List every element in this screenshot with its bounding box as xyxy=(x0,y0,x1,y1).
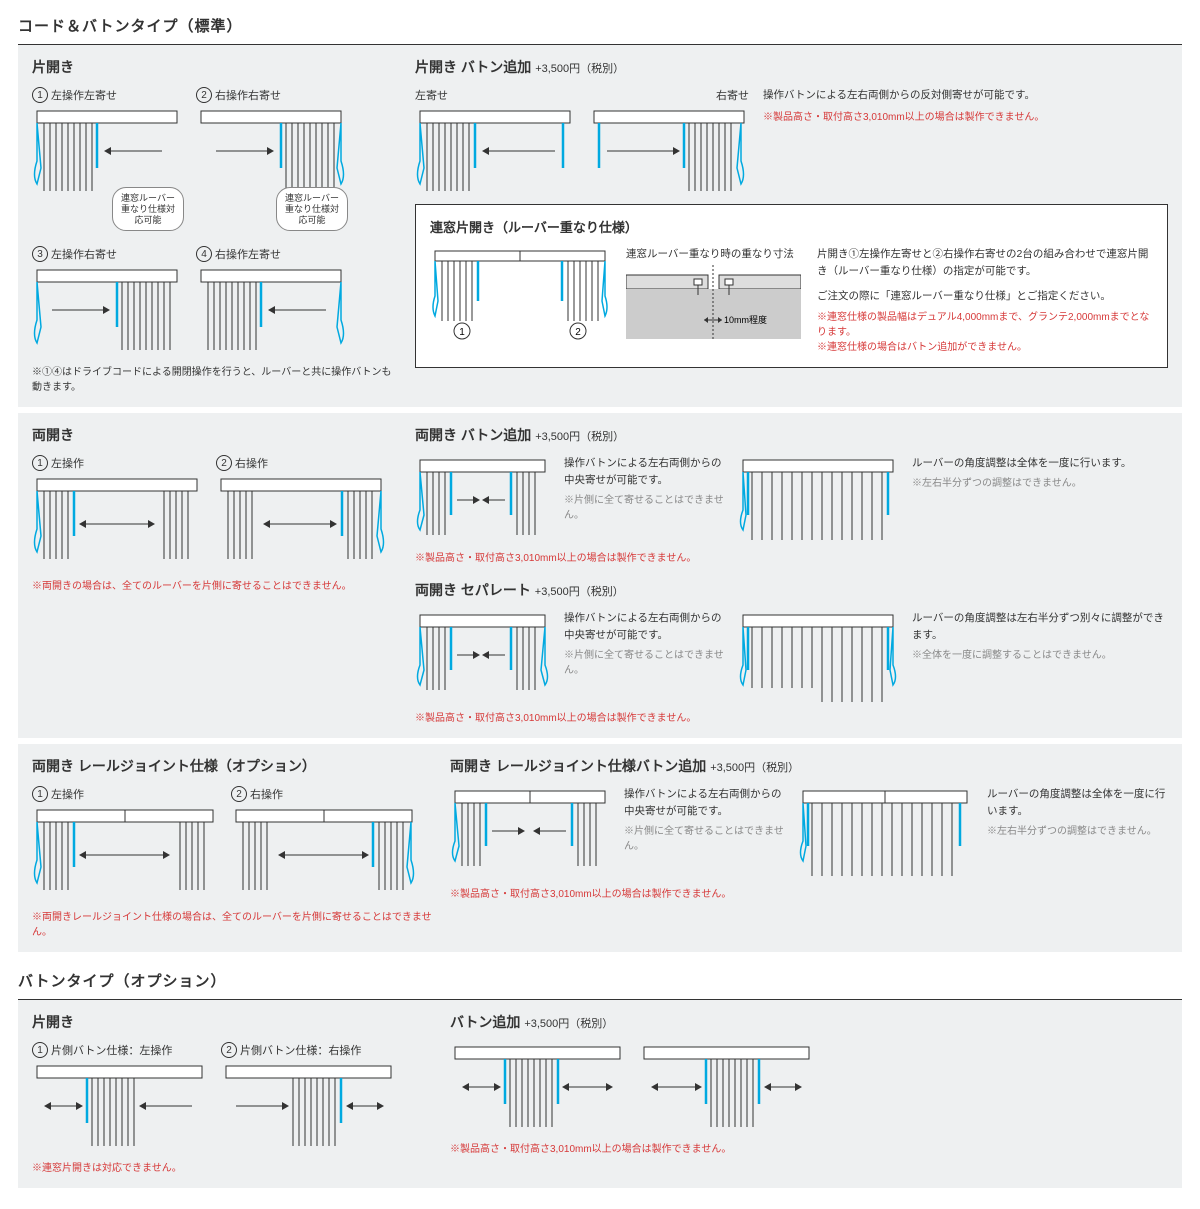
diagram-4 xyxy=(196,265,346,355)
diagram-s2-2 xyxy=(216,474,386,569)
diagram-r1 xyxy=(415,106,575,196)
diagram-s2-1 xyxy=(32,474,202,569)
diagram-s4-2 xyxy=(221,1061,396,1151)
diagram-s4-r2 xyxy=(639,1042,814,1132)
diagram-s3-rb xyxy=(798,786,973,881)
diagram-s2-r2a xyxy=(415,610,550,700)
section-railjoint: 両開き レールジョイント仕様（オプション） 1左操作 2右操作 xyxy=(18,744,1182,952)
sec1-right-title: 片開き バトン追加 +3,500円（税別） xyxy=(415,57,1168,77)
section-ryouaki: 両開き 1左操作 2右操作 xyxy=(18,413,1182,738)
inset-diagram-2: 10mm程度 xyxy=(626,265,801,345)
svg-text:10mm程度: 10mm程度 xyxy=(724,314,767,325)
diagram-s4-r1 xyxy=(450,1042,625,1132)
diagram-s2-r1a xyxy=(415,455,550,545)
sec1-left-title: 片開き xyxy=(32,57,397,77)
diagram-s3-ra xyxy=(450,786,610,876)
svg-text:2: 2 xyxy=(575,327,581,338)
inset-diagram-1: 1 2 xyxy=(430,246,610,341)
section-kataaki: 片開き 1左操作左寄せ 連窓ルーバー重なり仕様対応可能 2右操作右寄せ xyxy=(18,45,1182,407)
diagram-s2-r1b xyxy=(738,455,898,545)
inset-box: 連窓片開き（ルーバー重なり仕様） 1 2 連窓ルーバー重なり時の重なり寸法 xyxy=(415,204,1168,368)
diagram-3 xyxy=(32,265,182,355)
section-baton: 片開き 1片側バトン仕様：左操作 2片側バトン仕様：右操作 xyxy=(18,1000,1182,1188)
diagram-s3-1 xyxy=(32,805,217,900)
diagram-s4-1 xyxy=(32,1061,207,1151)
main-heading-2: バトンタイプ（オプション） xyxy=(18,970,1182,991)
main-heading: コード＆バトンタイプ（標準） xyxy=(18,15,1182,36)
diagram-s2-r2b xyxy=(738,610,898,705)
diagram-s3-2 xyxy=(231,805,416,900)
diagram-r2 xyxy=(589,106,749,196)
svg-text:1: 1 xyxy=(459,327,465,338)
